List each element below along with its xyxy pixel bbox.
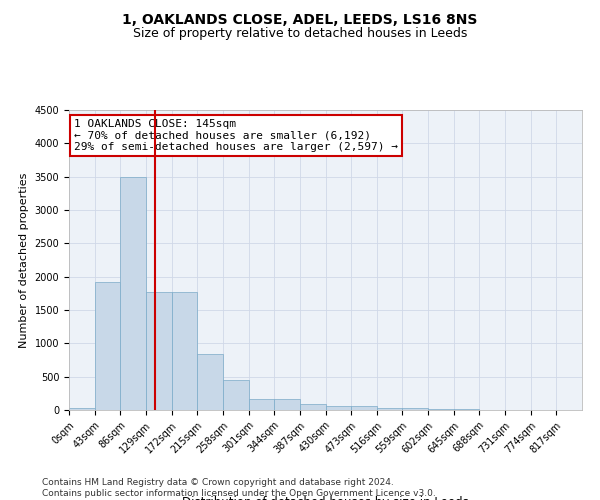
Bar	[69, 408, 95, 410]
Bar	[403, 408, 428, 410]
Bar	[121, 176, 146, 410]
Bar	[274, 400, 300, 410]
Bar	[172, 292, 197, 410]
Bar	[146, 292, 172, 410]
X-axis label: Distribution of detached houses by size in Leeds: Distribution of detached houses by size …	[182, 496, 469, 500]
Y-axis label: Number of detached properties: Number of detached properties	[19, 172, 29, 348]
Bar	[325, 406, 351, 410]
Bar	[95, 282, 121, 410]
Bar	[197, 354, 223, 410]
Text: 1 OAKLANDS CLOSE: 145sqm
← 70% of detached houses are smaller (6,192)
29% of sem: 1 OAKLANDS CLOSE: 145sqm ← 70% of detach…	[74, 119, 398, 152]
Text: Size of property relative to detached houses in Leeds: Size of property relative to detached ho…	[133, 28, 467, 40]
Bar	[351, 406, 377, 410]
Bar	[428, 409, 454, 410]
Text: 1, OAKLANDS CLOSE, ADEL, LEEDS, LS16 8NS: 1, OAKLANDS CLOSE, ADEL, LEEDS, LS16 8NS	[122, 12, 478, 26]
Bar	[377, 408, 403, 410]
Text: Contains HM Land Registry data © Crown copyright and database right 2024.
Contai: Contains HM Land Registry data © Crown c…	[42, 478, 436, 498]
Bar	[248, 400, 274, 410]
Bar	[300, 404, 325, 410]
Bar	[223, 380, 248, 410]
